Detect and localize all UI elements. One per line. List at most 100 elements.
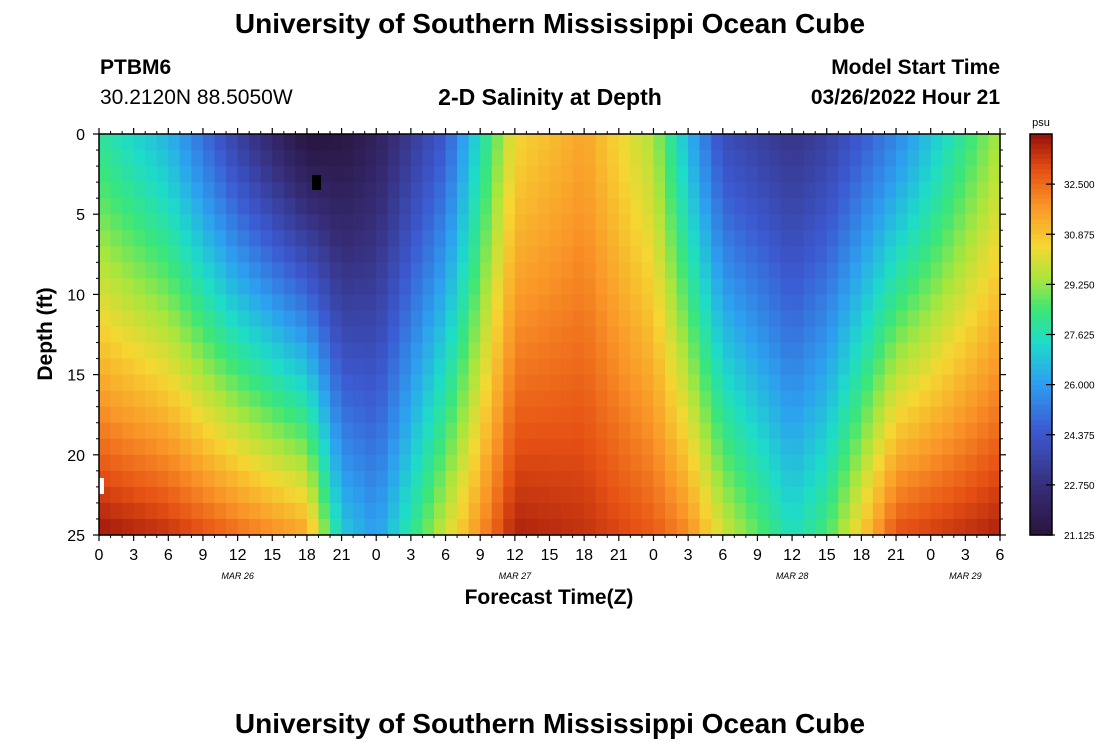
heatmap-cell [757, 502, 770, 520]
heatmap-cell [249, 294, 262, 312]
heatmap-cell [792, 294, 805, 312]
heatmap-cell [838, 406, 851, 424]
heatmap-cell [353, 214, 366, 231]
heatmap-cell [249, 486, 262, 504]
heatmap-cell [156, 198, 169, 215]
colorbar-segment [1030, 334, 1052, 341]
heatmap-cell [665, 502, 678, 520]
heatmap-cell [526, 422, 539, 440]
heatmap-cell [191, 502, 204, 520]
heatmap-cell [353, 454, 366, 472]
heatmap-cell [976, 422, 990, 440]
heatmap-cell [399, 182, 412, 199]
heatmap-cell [318, 342, 331, 360]
heatmap-cell [688, 406, 701, 424]
heatmap-cell [410, 230, 424, 247]
heatmap-cell [872, 262, 886, 279]
heatmap-cell [503, 166, 516, 183]
heatmap-cell [445, 406, 458, 424]
heatmap-cell [572, 310, 585, 328]
heatmap-cell [122, 246, 135, 263]
heatmap-cell [838, 134, 851, 151]
heatmap-cell [376, 342, 389, 360]
heatmap-cell [861, 518, 874, 536]
heatmap-cell [364, 230, 377, 247]
heatmap-cell [168, 326, 181, 344]
heatmap-cell [630, 326, 643, 344]
heatmap-cell [503, 422, 516, 440]
heatmap-cell [607, 518, 620, 536]
heatmap-cell [353, 262, 366, 279]
heatmap-cell [549, 438, 562, 456]
heatmap-cell [630, 134, 643, 151]
heatmap-cell [861, 150, 874, 167]
model-start-label: Model Start Time [831, 56, 1000, 79]
heatmap-cell [330, 486, 343, 504]
x-tick-label: 6 [164, 547, 173, 564]
heatmap-cell [849, 438, 862, 456]
heatmap-cell [399, 358, 412, 376]
heatmap-cell [260, 214, 273, 231]
heatmap-cell [353, 486, 366, 504]
heatmap-cell [503, 406, 516, 424]
colorbar-segment [1030, 484, 1052, 491]
heatmap-cell [988, 374, 1001, 392]
heatmap-cell [468, 310, 481, 328]
heatmap-cell [965, 262, 978, 279]
heatmap-cell [399, 326, 412, 344]
heatmap-cell [757, 374, 770, 392]
colorbar-segment [1030, 459, 1052, 466]
heatmap-cell [341, 342, 354, 360]
heatmap-cell [214, 470, 227, 488]
heatmap-cell [930, 342, 943, 360]
heatmap-cell [953, 246, 966, 263]
heatmap-cell [768, 422, 782, 440]
heatmap-cell [226, 486, 239, 504]
heatmap-cell [641, 518, 655, 536]
heatmap-cell [376, 294, 389, 312]
model-start-datetime: 03/26/2022 Hour 21 [810, 86, 1000, 109]
heatmap-cell [260, 150, 273, 167]
heatmap-cell [376, 150, 389, 167]
heatmap-cell [792, 390, 805, 408]
heatmap-cell [191, 150, 204, 167]
heatmap-cell [491, 198, 504, 215]
heatmap-cell [861, 422, 874, 440]
heatmap-cell [272, 390, 285, 408]
heatmap-cell [202, 342, 216, 360]
colorbar-segment [1030, 359, 1052, 366]
heatmap-cell [433, 502, 447, 520]
heatmap-cell [99, 454, 112, 472]
heatmap-cell [884, 278, 897, 295]
heatmap-cell [988, 390, 1001, 408]
heatmap-cell [653, 390, 666, 408]
heatmap-cell [249, 182, 262, 199]
heatmap-cell [318, 358, 331, 376]
heatmap-cell [110, 150, 123, 167]
heatmap-cell [826, 374, 839, 392]
heatmap-cell [191, 134, 204, 151]
x-tick-label: 3 [961, 547, 970, 564]
heatmap-cell [641, 342, 655, 360]
heatmap-cell [503, 198, 516, 215]
heatmap-cell [757, 230, 770, 247]
heatmap-cell [214, 246, 227, 263]
heatmap-cell [156, 150, 169, 167]
heatmap-cell [872, 198, 886, 215]
heatmap-cell [133, 278, 146, 295]
heatmap-cell [641, 150, 655, 167]
heatmap-cell [815, 390, 828, 408]
heatmap-cell [584, 134, 597, 151]
heatmap-cell [607, 262, 620, 279]
heatmap-cell [179, 438, 193, 456]
heatmap-cell [965, 198, 978, 215]
heatmap-cell [341, 326, 354, 344]
footer-title: University of Southern Mississippi Ocean… [234, 708, 866, 739]
colorbar-segment [1030, 264, 1052, 270]
heatmap-cell [457, 518, 470, 536]
heatmap-cell [965, 470, 978, 488]
heatmap-cell [745, 358, 759, 376]
heatmap-cell [584, 310, 597, 328]
heatmap-cell [295, 246, 308, 263]
